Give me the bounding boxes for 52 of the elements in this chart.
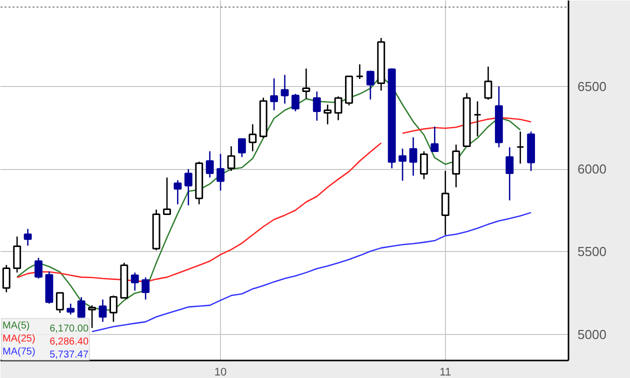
annotation: 5,737.47	[50, 350, 89, 360]
candlestick	[2, 264, 10, 293]
candlestick	[356, 64, 364, 80]
candlestick	[163, 176, 171, 215]
candlestick	[516, 130, 524, 164]
candlestick	[398, 148, 407, 182]
candlestick	[77, 296, 86, 318]
candlestick	[184, 168, 192, 206]
candlestick	[474, 100, 482, 138]
candlestick	[312, 90, 321, 122]
candlestick	[206, 150, 214, 178]
y-tick-label: 5000	[578, 326, 606, 342]
candlestick	[248, 124, 257, 152]
candlestick	[452, 144, 460, 188]
candlestick	[56, 292, 64, 314]
candlestick	[174, 180, 182, 205]
line-series	[91, 212, 532, 332]
candlestick	[66, 302, 75, 316]
candlestick	[302, 68, 310, 100]
y-tick-label: 6000	[578, 162, 606, 177]
candlestick	[98, 298, 107, 322]
text: MA(5)	[2, 320, 30, 332]
candlestick	[506, 146, 514, 201]
candlestick	[142, 276, 150, 300]
candlestick	[484, 66, 492, 100]
y-tick-label: 6500	[578, 78, 606, 94]
candlestick	[216, 153, 224, 192]
candlestick	[13, 236, 22, 274]
x-tick-label: 11	[440, 366, 452, 378]
candlestick	[238, 138, 246, 158]
candlestick	[34, 257, 42, 280]
candlestick	[366, 70, 374, 100]
candlestick	[24, 228, 32, 246]
candlestick	[109, 294, 118, 322]
candlestick	[88, 304, 96, 329]
candlestick	[430, 126, 439, 152]
candlestick	[280, 74, 289, 104]
candlestick	[420, 150, 428, 180]
candlestick	[441, 170, 450, 236]
annotation: 6,170.00	[50, 324, 89, 334]
candlestick	[334, 96, 342, 121]
candlestick	[324, 104, 332, 125]
text: MA(75)	[2, 346, 36, 358]
annotation: 6,286.40	[50, 336, 89, 348]
candlestick	[409, 136, 418, 176]
x-tick-label: 10	[214, 366, 227, 378]
candlestick	[130, 272, 139, 292]
candlestick	[292, 93, 300, 112]
candlestick	[270, 78, 278, 111]
y-tick-label: 5500	[578, 244, 606, 260]
text: MA(25)	[2, 334, 36, 344]
candlestick	[227, 146, 236, 172]
